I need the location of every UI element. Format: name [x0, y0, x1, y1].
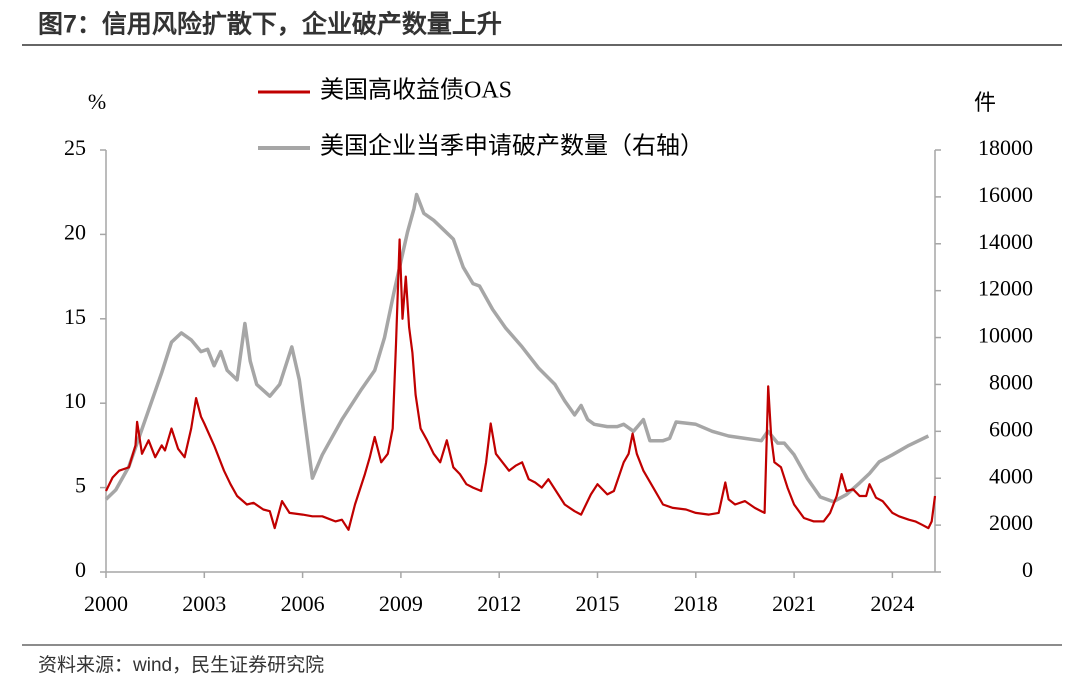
y2-tick-label: 16000	[978, 182, 1033, 207]
y-tick-label: 0	[75, 557, 86, 582]
y2-tick-label: 10000	[978, 323, 1033, 348]
x-tick-label: 2009	[379, 591, 423, 616]
y-tick-label: 25	[64, 135, 86, 160]
x-tick-label: 2003	[182, 591, 226, 616]
x-tick-label: 2015	[576, 591, 620, 616]
x-tick-label: 2024	[870, 591, 914, 616]
y2-tick-label: 8000	[989, 369, 1033, 394]
series-line	[104, 192, 930, 504]
y2-tick-label: 2000	[989, 510, 1033, 535]
y2-tick-label: 6000	[989, 416, 1033, 441]
y-tick-label: 5	[75, 473, 86, 498]
y-tick-label: 20	[64, 219, 86, 244]
y2-tick-label: 4000	[989, 463, 1033, 488]
legend-label: 美国企业当季申请破产数量（右轴）	[320, 133, 704, 160]
y2-tick-label: 18000	[978, 135, 1033, 160]
x-tick-label: 2021	[772, 591, 816, 616]
series-line	[105, 238, 937, 531]
y2-tick-label: 14000	[978, 229, 1033, 254]
legend-label: 美国高收益债OAS	[320, 77, 512, 104]
y2-tick-label: 0	[1022, 557, 1033, 582]
y-axis-label: %	[88, 89, 106, 114]
chart-title: 图7：信用风险扩散下，企业破产数量上升	[38, 10, 502, 39]
x-tick-label: 2012	[477, 591, 521, 616]
y-tick-label: 15	[64, 304, 86, 329]
source: 资料来源：wind，民生证券研究院	[38, 654, 324, 676]
x-tick-label: 2018	[674, 591, 718, 616]
x-tick-label: 2000	[84, 591, 128, 616]
x-tick-label: 2006	[281, 591, 325, 616]
y2-tick-label: 12000	[978, 276, 1033, 301]
y2-axis-label: 件	[974, 90, 996, 115]
y-tick-label: 10	[64, 388, 86, 413]
